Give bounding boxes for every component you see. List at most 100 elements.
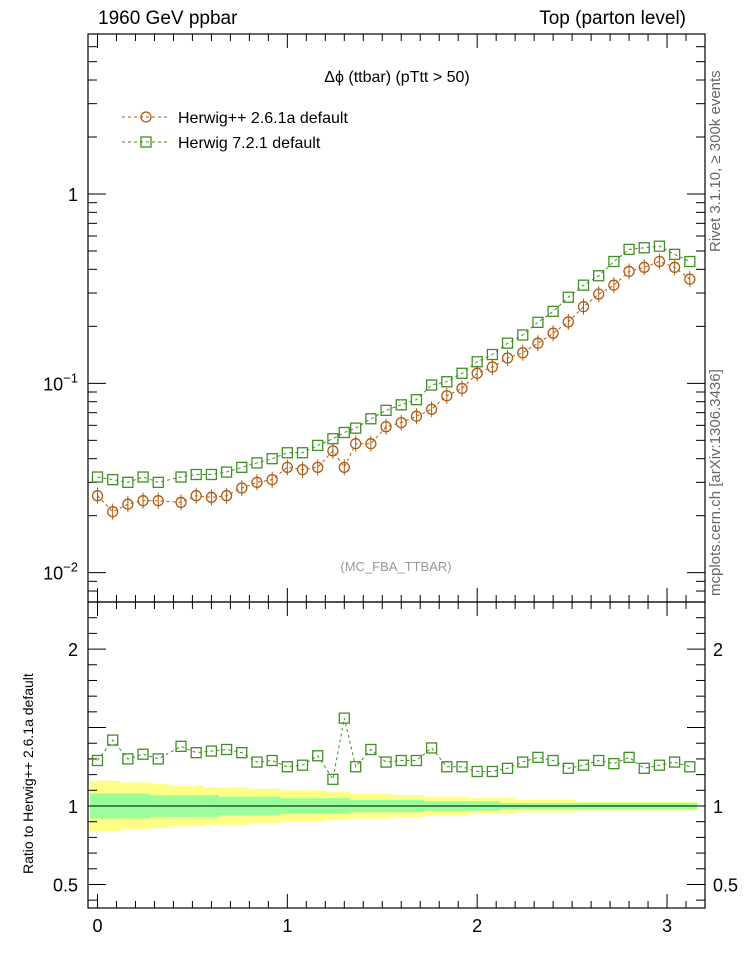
main-y-tick-label-2: 1 [68, 185, 78, 205]
main-point [205, 491, 218, 503]
ratio-point [532, 751, 544, 764]
ratio-point [220, 743, 233, 756]
main-point [175, 496, 187, 509]
ratio-point [296, 759, 309, 771]
ratio-series-0 [91, 712, 696, 785]
main-point [653, 255, 666, 268]
main-point [91, 490, 104, 502]
main-point [236, 461, 248, 473]
main-point [501, 337, 514, 349]
main-y-ticks [88, 33, 705, 603]
main-point [547, 305, 559, 318]
main-point [365, 413, 377, 425]
ratio-point [266, 754, 278, 767]
main-point [338, 461, 350, 473]
main-point [471, 367, 483, 379]
ratio-point [338, 712, 350, 724]
main-point [638, 242, 650, 254]
main-point [623, 265, 635, 278]
main-point [532, 337, 544, 349]
main-series-0 [91, 253, 696, 520]
main-point [152, 495, 164, 507]
main-y-tick-label-0: 10−2 [43, 560, 78, 584]
main-point [380, 404, 392, 417]
main-point [517, 347, 529, 359]
main-point [456, 382, 468, 395]
main-point [577, 279, 590, 291]
main-point [312, 439, 324, 452]
ratio-y-tick-label-left-1: 1 [68, 797, 78, 817]
ratio-point [684, 761, 696, 773]
legend: Herwig++ 2.6.1a default Herwig 7.2.1 defa… [122, 110, 348, 152]
main-point [107, 473, 119, 486]
main-point [425, 379, 438, 391]
ratio-point [577, 759, 590, 771]
main-point [562, 291, 574, 303]
main-point [547, 327, 559, 339]
main-point [456, 367, 468, 379]
main-point [137, 495, 149, 507]
main-y-tick-label-1: 10−1 [43, 370, 78, 394]
ratio-point [501, 762, 514, 774]
main-point [350, 422, 362, 434]
ratio-point [471, 765, 483, 778]
main-point [107, 506, 119, 518]
main-point [91, 471, 104, 483]
ratio-point [441, 761, 453, 773]
legend-marker-0 [140, 111, 152, 123]
main-point [281, 461, 293, 473]
main-point [190, 468, 202, 481]
x-ticks [96, 34, 687, 908]
main-point [236, 482, 248, 494]
main-point [638, 261, 650, 273]
main-point [205, 468, 218, 481]
x-tick-label-2: 2 [472, 916, 482, 936]
main-point [266, 473, 278, 486]
ratio-point [456, 761, 468, 773]
ratio-point [312, 750, 324, 762]
plot-title: Δϕ (ttbar) (pTtt > 50) [324, 69, 469, 86]
main-point [486, 361, 499, 373]
ratio-point [350, 761, 362, 773]
main-point [517, 329, 529, 341]
main-series-line-0 [97, 260, 691, 513]
header-right: Top (parton level) [539, 8, 686, 29]
main-point [562, 316, 574, 328]
main-series-1 [91, 240, 696, 488]
ratio-point [653, 759, 666, 771]
ratio-point [410, 754, 423, 767]
ratio-y-tick-label-right-2: 2 [713, 640, 723, 660]
main-point [312, 461, 324, 473]
ratio-point [251, 756, 263, 768]
main-point [365, 438, 377, 450]
main-point [220, 466, 233, 478]
ratio-point [175, 740, 187, 753]
header-left: 1960 GeV ppbar [98, 8, 238, 29]
ratio-y-tick-label-left-2: 2 [68, 640, 78, 660]
ratio-point [190, 746, 202, 759]
ratio-point [122, 753, 134, 765]
main-point [350, 438, 362, 450]
main-point [486, 348, 499, 361]
ratio-point [638, 762, 650, 774]
main-point [653, 240, 666, 252]
x-tick-label-0: 0 [92, 916, 102, 936]
ratio-point [137, 748, 149, 760]
ratio-point [395, 754, 407, 767]
ratio-y-ticks [88, 617, 705, 901]
main-point [593, 270, 605, 282]
ratio-point [486, 765, 499, 778]
main-point [410, 410, 423, 422]
ratio-point [91, 754, 104, 767]
ratio-y-tick-label-right-1: 1 [713, 797, 723, 817]
main-point [441, 390, 453, 402]
x-tick-label-1: 1 [282, 916, 292, 936]
main-point [593, 288, 605, 300]
ratio-point [425, 742, 438, 754]
main-point [395, 416, 407, 429]
main-point [684, 273, 696, 285]
main-point [380, 421, 392, 433]
ratio-point [562, 762, 574, 774]
ratio-point [205, 745, 218, 757]
ratio-y-tick-label-right-0.5: 0.5 [713, 875, 738, 895]
